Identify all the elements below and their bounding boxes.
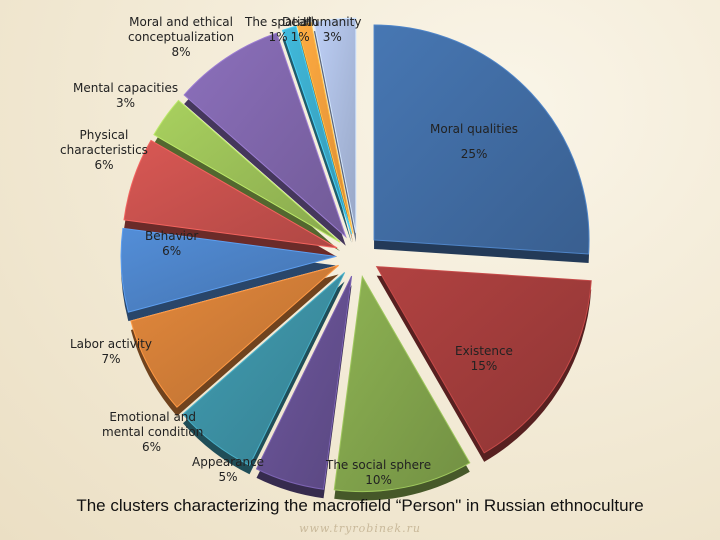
label-humanity: Humanity 3% xyxy=(303,15,362,44)
pie-slice-behavior xyxy=(120,227,337,313)
label-social-sphere: The social sphere 10% xyxy=(326,458,432,487)
pie-slice-physical-characteristics xyxy=(123,139,338,249)
pie-slice-death xyxy=(296,22,354,234)
label-moral-qualities: Moral qualities 25% xyxy=(430,122,519,161)
label-mental: Mental capacities 3% xyxy=(73,81,179,110)
chart-title: The clusters characterizing the macrofie… xyxy=(76,496,644,515)
pie-slice-moral-and-ethical-conceptualization xyxy=(183,32,347,239)
pie-slice-emotional-and-mental-condition xyxy=(182,272,346,466)
pie-slice-appearance xyxy=(255,275,353,490)
pie-slice-side-the-spatial xyxy=(282,35,352,243)
watermark: www.tryrobinek.ru xyxy=(299,522,421,535)
pie-slice-humanity xyxy=(313,17,357,234)
pie-slice-the-spatial xyxy=(281,25,353,235)
label-labor: Labor activity 7% xyxy=(70,337,152,366)
label-moral-ethical: Moral and ethical conceptualization 8% xyxy=(128,15,235,59)
pie-slice-mental-capacities xyxy=(153,99,341,243)
label-behavior: Behavior 6% xyxy=(145,229,199,258)
pie-slice-labor-activity xyxy=(130,264,339,408)
label-death: Death 1% xyxy=(282,15,319,44)
label-spatial: The spatial 1% xyxy=(245,15,312,44)
label-emotional: Emotional and mental condition 6% xyxy=(102,410,204,454)
label-physical: Physical characteristics 6% xyxy=(60,128,148,172)
pie-slice-the-social-sphere xyxy=(333,275,471,493)
pie-slice-moral-qualities xyxy=(373,24,590,255)
label-appearance: Appearance 5% xyxy=(192,455,265,484)
label-existence: Existence 15% xyxy=(455,344,513,373)
pie-slice-existence xyxy=(375,266,592,454)
